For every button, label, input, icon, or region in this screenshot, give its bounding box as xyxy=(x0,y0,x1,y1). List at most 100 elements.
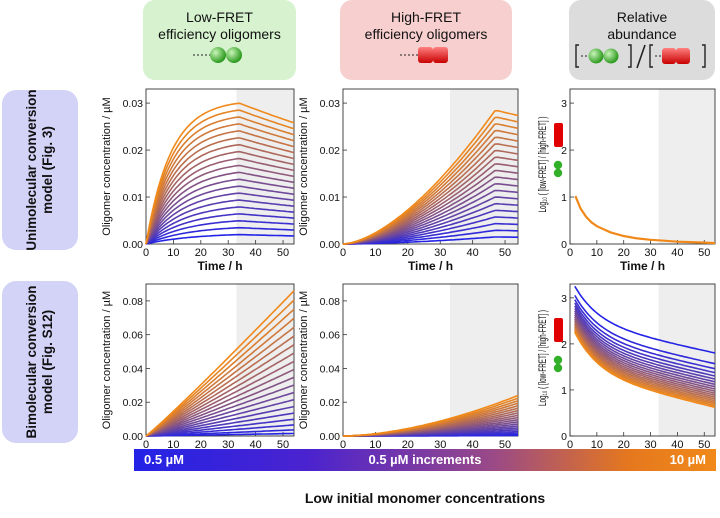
x-tick-label: 40 xyxy=(467,439,479,448)
y-tick-label: 0 xyxy=(561,239,567,251)
x-tick-label: 10 xyxy=(591,439,603,448)
x-tick-label: 50 xyxy=(499,247,511,259)
row-label-unimolecular: Unimolecular conversion model (Fig. 3) xyxy=(2,89,78,251)
x-tick-label: 30 xyxy=(644,247,656,259)
series-line xyxy=(574,316,716,390)
series-line xyxy=(574,310,716,383)
series-line xyxy=(574,324,716,400)
series-line xyxy=(145,398,295,437)
series-line xyxy=(145,424,295,437)
x-tick-label: 10 xyxy=(369,247,381,259)
y-tick-label: 1 xyxy=(561,192,567,204)
series-line xyxy=(145,360,295,437)
x-tick-label: 10 xyxy=(167,439,179,448)
colorbar-caption: Low initial monomer concentrations xyxy=(304,490,546,506)
plot-frame xyxy=(145,283,295,437)
series-line xyxy=(145,130,295,245)
series-line xyxy=(574,323,716,398)
series-line xyxy=(145,123,295,245)
row-label-bimolecular: Bimolecular conversion model (Fig. S12) xyxy=(2,281,78,443)
y-tick-label: 0.06 xyxy=(320,330,341,342)
header-low-fret-line2: efficiency oligomers xyxy=(158,26,281,42)
series-line xyxy=(574,327,716,404)
green-dimer-glyph xyxy=(553,355,563,365)
x-tick-label: 0 xyxy=(143,439,149,448)
header-low-fret: Low-FRET efficiency oligomers xyxy=(143,0,296,80)
series-line xyxy=(145,192,295,245)
series-line xyxy=(145,418,295,437)
header-relative-line2: abundance xyxy=(607,26,677,42)
x-tick-label: 0 xyxy=(567,247,573,259)
x-tick-label: 10 xyxy=(167,247,179,259)
header-low-fret-line1: Low-FRET xyxy=(186,9,253,25)
y-axis-label: Log₁₀ ( [low-FRET] / [high-FRET] ) xyxy=(537,310,549,406)
series-line xyxy=(574,294,716,365)
y-tick-label: 0.00 xyxy=(123,239,144,251)
x-tick-label: 50 xyxy=(277,247,289,259)
series-line xyxy=(145,171,295,245)
panel-uni_rel: 0 10 20 30 40 50 0 1 2 3 Time / h Log₁₀ ( [low-FRET… xyxy=(537,88,716,273)
x-tick-label: 20 xyxy=(195,439,207,448)
series-line xyxy=(145,157,295,245)
y-axis-label: Log₁₀ ( [low-FRET] / [high-FRET] ) xyxy=(537,117,549,213)
series-line xyxy=(574,314,716,388)
panel-uni_low: 0 10 20 30 40 50 0.00 0.01 0.02 0.03 Time / h Oligo… xyxy=(101,88,295,273)
series-line xyxy=(574,299,716,370)
y-tick-label: 1 xyxy=(561,385,567,397)
y-axis-label: Oligomer concentration / µM xyxy=(101,97,113,235)
x-tick-label: 30 xyxy=(222,439,234,448)
y-axis-label: Oligomer concentration / µM xyxy=(298,291,310,429)
series-line xyxy=(145,344,295,437)
y-tick-label: 0.00 xyxy=(123,431,144,443)
y-tick-label: 3 xyxy=(561,293,567,305)
series-line xyxy=(574,195,716,245)
y-tick-label: 0.01 xyxy=(320,192,341,204)
series-line xyxy=(145,326,295,437)
series-line xyxy=(145,233,294,245)
series-line xyxy=(343,394,519,437)
series-line xyxy=(145,137,295,245)
x-tick-label: 20 xyxy=(618,439,630,448)
series-line xyxy=(342,109,519,245)
series-line xyxy=(574,285,716,354)
x-tick-label: 20 xyxy=(618,247,630,259)
red-dimer-glyph xyxy=(554,123,563,147)
series-line xyxy=(145,109,295,245)
y-tick-label: 0 xyxy=(561,431,567,443)
x-axis-label: Time / h xyxy=(197,259,242,273)
x-tick-label: 10 xyxy=(369,439,381,448)
series-line xyxy=(145,317,295,437)
x-tick-label: 20 xyxy=(402,247,414,259)
x-tick-label: 30 xyxy=(644,439,656,448)
green-dimer-glyph xyxy=(553,168,563,178)
x-tick-label: 40 xyxy=(250,247,262,259)
x-tick-label: 30 xyxy=(222,247,234,259)
x-tick-label: 20 xyxy=(195,247,207,259)
series-line xyxy=(145,150,295,245)
x-tick-label: 50 xyxy=(499,439,511,448)
header-high-fret: High-FRET efficiency oligomers xyxy=(340,0,512,80)
y-tick-label: 0.00 xyxy=(320,431,341,443)
series-line xyxy=(145,299,295,437)
y-axis-label: Oligomer concentration / µM xyxy=(101,291,113,429)
red-dimer-glyph xyxy=(554,318,563,342)
colorbar-high-label: 10 µM xyxy=(669,452,706,467)
series-line xyxy=(145,206,295,245)
series-line xyxy=(574,307,716,380)
series-line xyxy=(574,330,716,407)
x-tick-label: 50 xyxy=(698,247,710,259)
panel-uni_high: 0 10 20 30 40 50 0.00 0.01 0.02 0.03 Time / h Oligo… xyxy=(298,88,519,273)
y-tick-label: 0.01 xyxy=(123,192,144,204)
header-relative-line1: Relative xyxy=(616,9,668,25)
series-line xyxy=(574,320,716,394)
x-tick-label: 40 xyxy=(467,247,479,259)
green-dimer-icon xyxy=(193,47,242,63)
x-tick-label: 30 xyxy=(434,439,446,448)
y-tick-label: 0.04 xyxy=(123,363,144,375)
shaded-region xyxy=(658,284,715,436)
series-line xyxy=(145,178,295,245)
x-tick-label: 0 xyxy=(143,247,149,259)
series-line xyxy=(574,305,716,377)
